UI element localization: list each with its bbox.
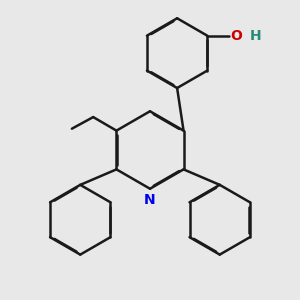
Text: H: H: [250, 29, 262, 43]
Text: O: O: [231, 29, 242, 43]
Text: N: N: [144, 194, 156, 207]
